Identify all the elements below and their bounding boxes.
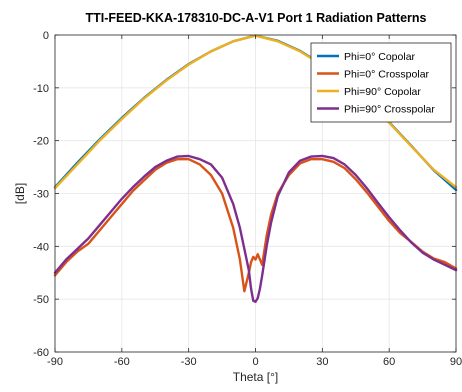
x-tick-label: -30 bbox=[181, 356, 197, 368]
x-tick-label: 30 bbox=[316, 356, 328, 368]
x-tick-label: 60 bbox=[383, 356, 395, 368]
x-tick-label: 0 bbox=[252, 356, 258, 368]
chart-title: TTI-FEED-KKA-178310-DC-A-V1 Port 1 Radia… bbox=[85, 11, 426, 25]
y-tick-label: -10 bbox=[33, 83, 49, 95]
series-line-2 bbox=[53, 157, 458, 293]
axis-ticks: -90 -60 -30 0 30 60 900-10-20-30-40-50-60 bbox=[33, 30, 462, 368]
series-line-4 bbox=[53, 154, 458, 304]
y-tick-label: -40 bbox=[33, 241, 49, 253]
y-tick-label: -20 bbox=[33, 136, 49, 148]
x-tick-label: 90 bbox=[450, 356, 462, 368]
legend-label: Phi=0° Copolar bbox=[344, 51, 416, 63]
y-tick-label: -30 bbox=[33, 189, 49, 201]
y-tick-label: -60 bbox=[33, 347, 49, 359]
legend-label: Phi=0° Crosspolar bbox=[344, 69, 430, 81]
x-axis-label: Theta [°] bbox=[233, 370, 279, 384]
y-tick-label: -50 bbox=[33, 294, 49, 306]
y-axis-label: [dB] bbox=[13, 183, 27, 204]
legend-label: Phi=90° Copolar bbox=[344, 86, 421, 98]
x-tick-label: -90 bbox=[47, 356, 63, 368]
legend-label: Phi=90° Crosspolar bbox=[344, 104, 435, 116]
legend: Phi=0° Copolar Phi=0° Crosspolar Phi=90° C… bbox=[310, 42, 452, 123]
x-tick-label: -60 bbox=[114, 356, 130, 368]
y-tick-label: 0 bbox=[43, 30, 49, 42]
